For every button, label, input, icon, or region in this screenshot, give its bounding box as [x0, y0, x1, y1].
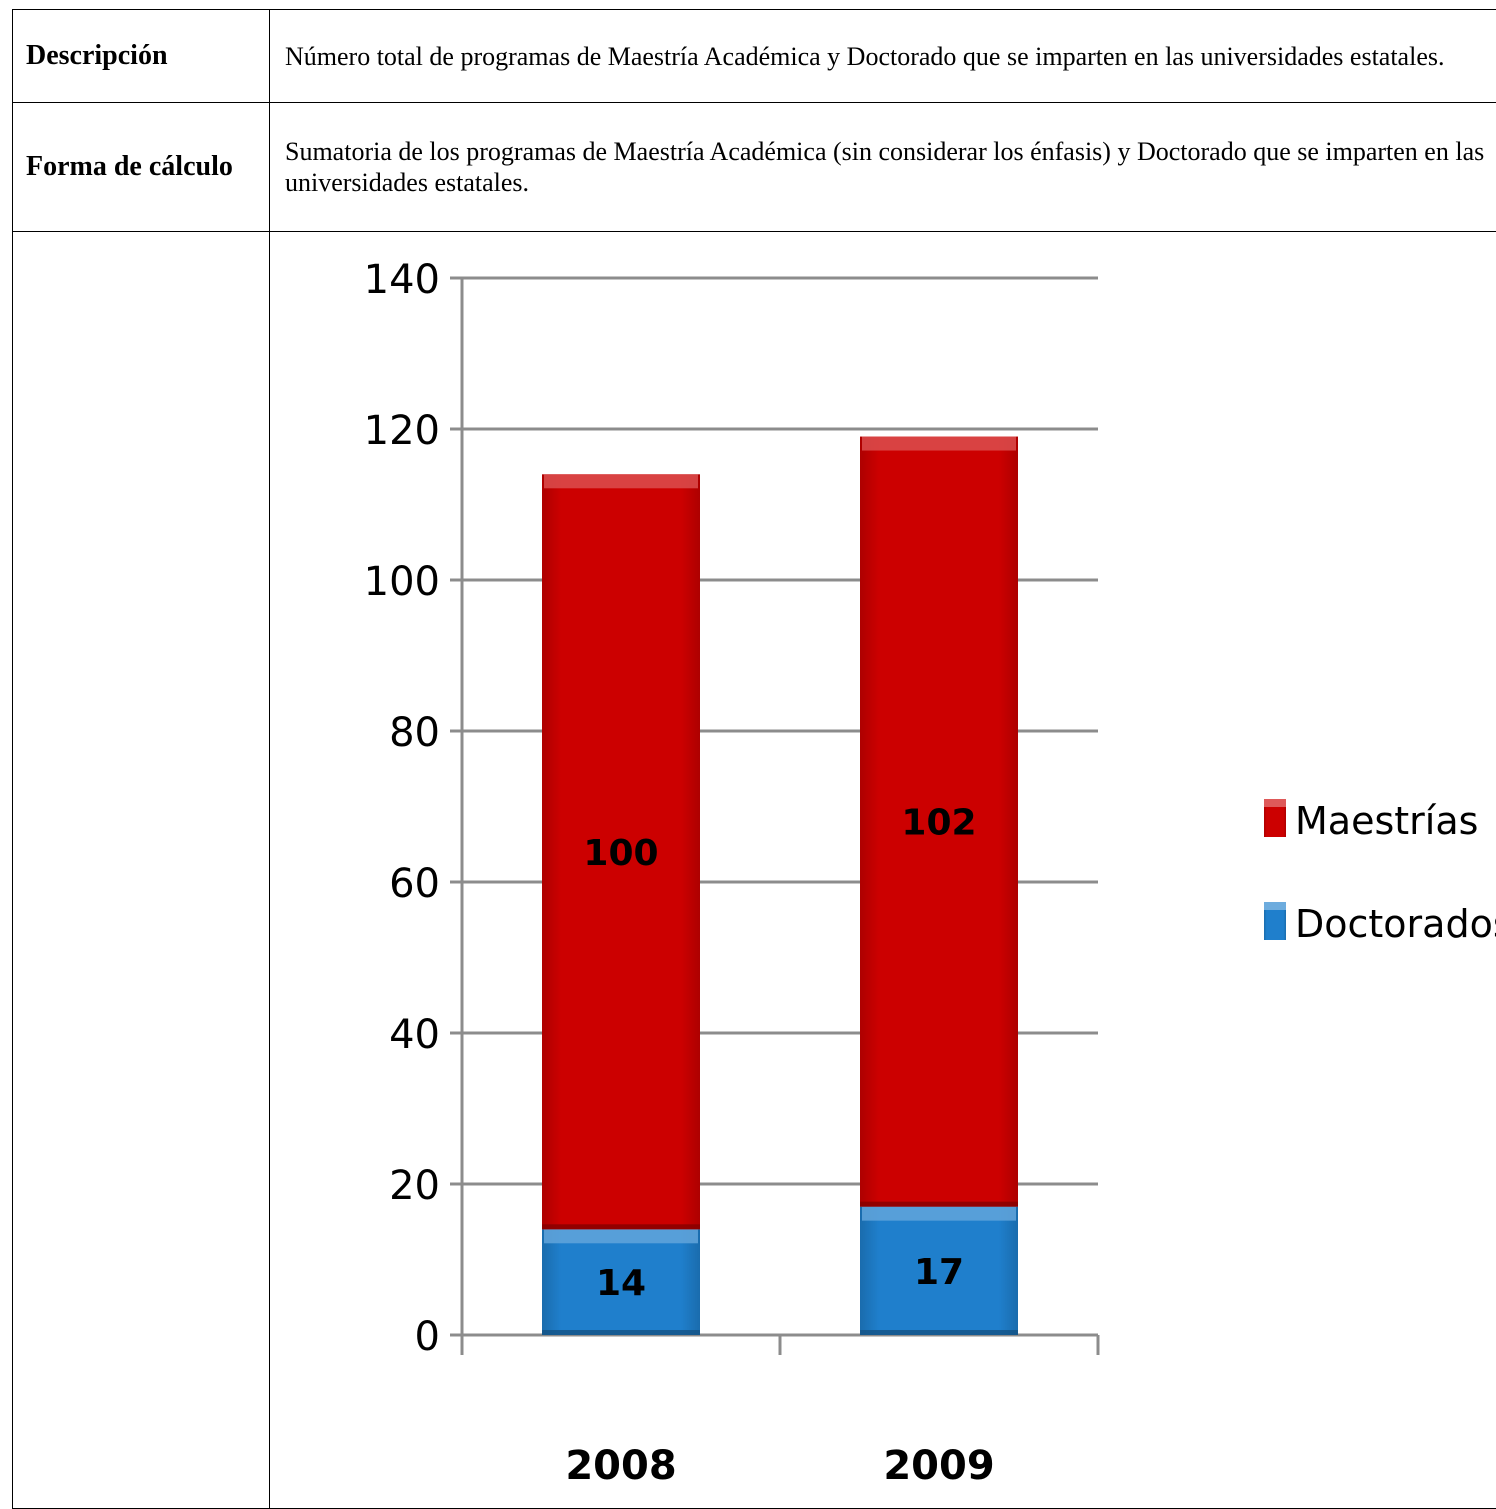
data-label: 100 — [583, 833, 658, 874]
y-tick-label: 60 — [389, 861, 440, 907]
calculation-row: Forma de cálculo Sumatoria de los progra… — [13, 103, 1496, 232]
y-tick-label: 140 — [364, 257, 440, 303]
stacked-bar-chart: 0 20 40 60 80 100 120 140 14 100 2008 17 102 2009 Maes… — [270, 232, 1496, 1502]
data-label: 14 — [596, 1263, 646, 1304]
bar-highlight — [544, 474, 698, 488]
x-category-label: 2008 — [565, 1443, 676, 1489]
bar-shadow — [860, 1202, 1018, 1207]
description-label: Descripción — [13, 10, 270, 103]
legend-label-doctorados: Doctorados — [1295, 902, 1496, 946]
chart-cell: 0 20 40 60 80 100 120 140 14 100 2008 17 102 2009 Maes… — [270, 232, 1496, 1509]
bar-highlight — [862, 1207, 1016, 1221]
bar-highlight — [544, 1229, 698, 1243]
bar-shadow — [860, 1330, 1018, 1335]
y-tick-label: 20 — [389, 1163, 440, 1209]
description-row: Descripción Número total de programas de… — [13, 10, 1496, 103]
description-value: Número total de programas de Maestría Ac… — [270, 10, 1496, 103]
y-tick-label: 100 — [364, 559, 440, 605]
chart-row-label-empty — [13, 232, 270, 1509]
legend-swatch-highlight — [1264, 799, 1286, 807]
calculation-value: Sumatoria de los programas de Maestría A… — [270, 103, 1496, 232]
bar-shadow — [542, 1330, 700, 1335]
bar-shadow — [542, 1224, 700, 1229]
x-category-label: 2009 — [883, 1443, 994, 1489]
calculation-label: Forma de cálculo — [13, 103, 270, 232]
legend-label-maestrías: Maestrías — [1295, 799, 1478, 843]
chart-row: 0 20 40 60 80 100 120 140 14 100 2008 17 102 2009 Maes… — [13, 232, 1496, 1509]
legend-swatch-highlight — [1264, 902, 1286, 910]
y-tick-label: 40 — [389, 1012, 440, 1058]
indicator-table: Descripción Número total de programas de… — [12, 9, 1496, 1509]
data-label: 102 — [901, 803, 976, 844]
y-tick-label: 120 — [364, 408, 440, 454]
data-label: 17 — [914, 1252, 964, 1293]
y-tick-label: 0 — [415, 1314, 440, 1360]
bar-highlight — [862, 437, 1016, 451]
y-tick-label: 80 — [389, 710, 440, 756]
